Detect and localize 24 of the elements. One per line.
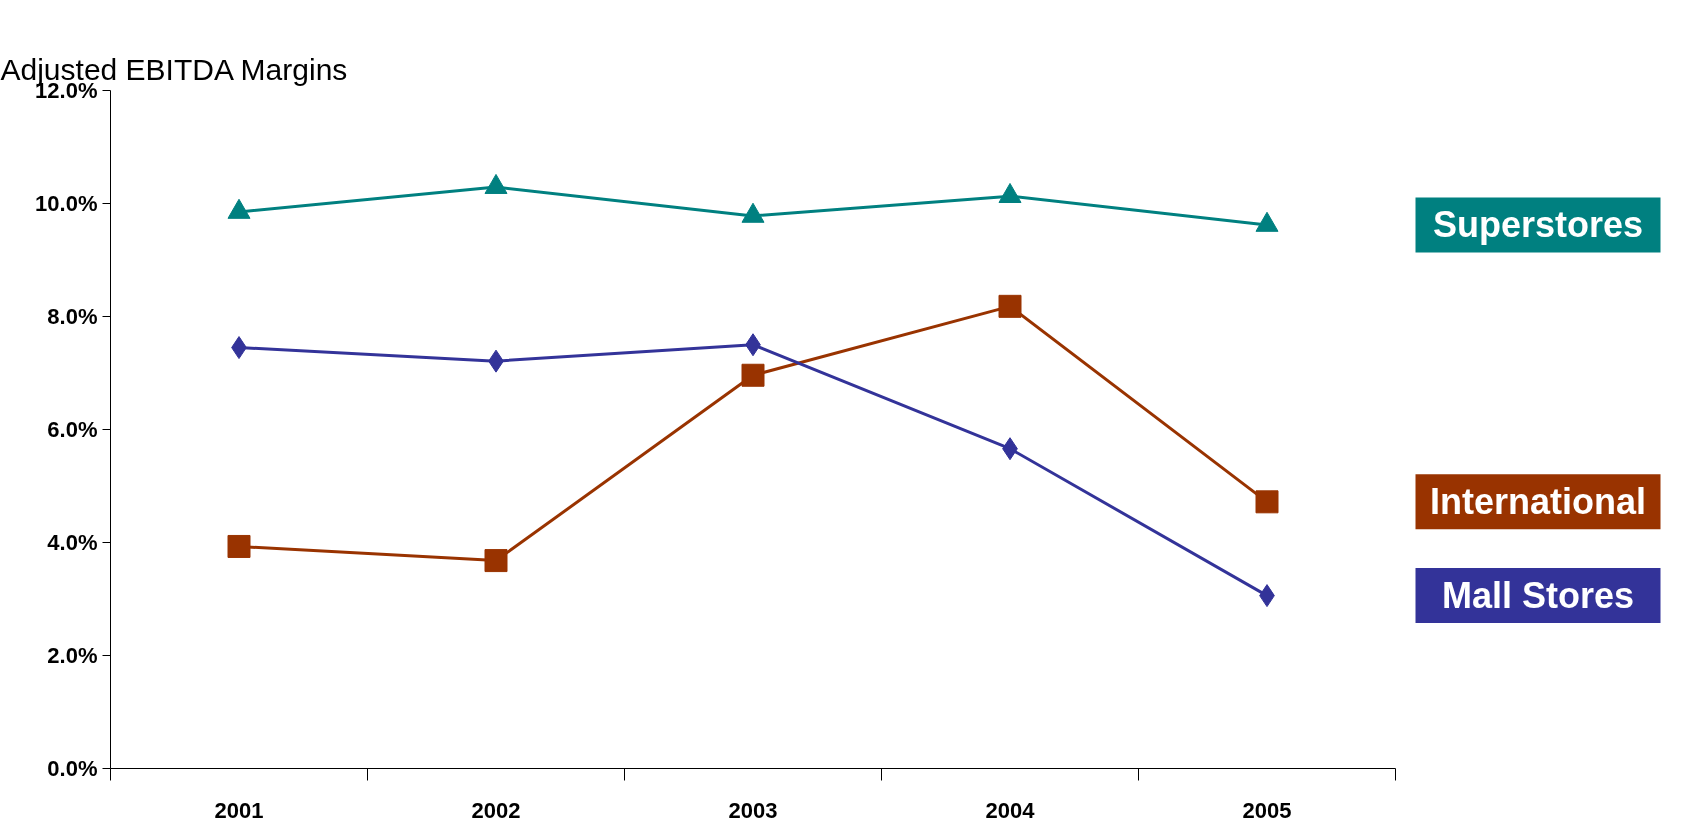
y-tick-label: 2.0% [47,643,98,668]
x-tick-label: 2001 [214,797,264,823]
point [227,534,251,558]
point [998,294,1022,318]
y-tick-label: 8.0% [47,304,98,329]
text: Superstores [1432,204,1644,246]
point [227,198,251,219]
x-tick-label: 2005 [1242,797,1292,823]
y-tick-label: 4.0% [47,530,98,555]
point [741,202,765,223]
point [1255,490,1279,514]
y-tick-label: 10.0% [35,191,98,216]
x-tick-label: 2003 [728,797,778,823]
text: International [1429,481,1647,523]
point [484,549,508,573]
point [741,363,765,387]
x-tick-label: 2002 [471,797,521,823]
point [484,173,508,194]
point [998,182,1022,204]
text: Mall Stores [1441,575,1635,617]
point [1255,211,1279,232]
y-tick-label: 6.0% [47,417,98,442]
y-tick-label: 0.0% [47,756,98,781]
x-tick-label: 2004 [985,797,1036,823]
